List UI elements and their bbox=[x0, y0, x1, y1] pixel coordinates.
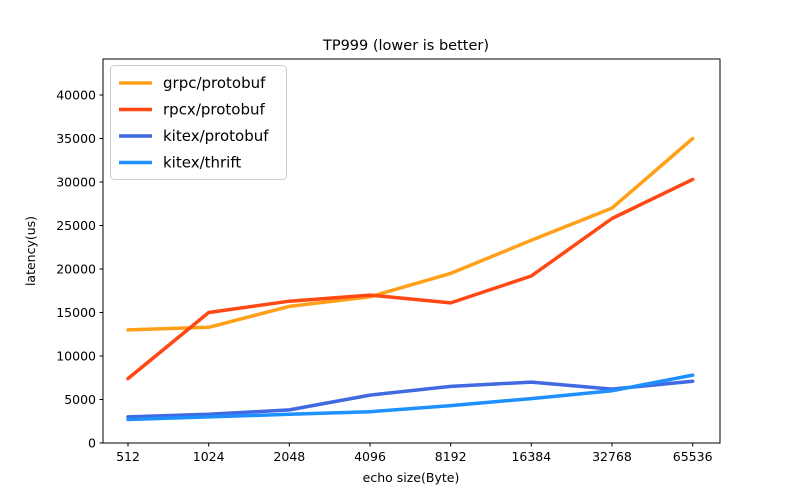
y-tick-label: 30000 bbox=[56, 174, 96, 189]
series-lines bbox=[126, 136, 695, 422]
x-axis-ticks: 512 1024 2048 4096 8192 16384 32768 65536 bbox=[116, 443, 713, 464]
x-tick-label: 8192 bbox=[435, 449, 467, 464]
x-tick-label: 32768 bbox=[592, 449, 632, 464]
legend-label: kitex/protobuf bbox=[163, 127, 269, 145]
plot-area-border bbox=[102, 58, 721, 444]
y-tick-label: 15000 bbox=[56, 305, 96, 320]
x-axis-label: echo size(Byte) bbox=[363, 470, 460, 485]
y-axis-ticks: 0 5000 10000 15000 20000 25000 30000 35000 40000 bbox=[56, 87, 103, 450]
y-axis-label: latency(us) bbox=[23, 216, 38, 286]
x-tick-label: 16384 bbox=[511, 449, 551, 464]
x-tick-label: 2048 bbox=[273, 449, 305, 464]
y-tick-label: 25000 bbox=[56, 218, 96, 233]
legend-box bbox=[110, 65, 287, 180]
y-tick-label: 10000 bbox=[56, 348, 96, 363]
legend-label: rpcx/protobuf bbox=[163, 101, 265, 119]
legend: grpc/protobuf rpcx/protobuf kitex/protobuf… bbox=[110, 65, 287, 180]
series-line-kitex-protobuf bbox=[126, 379, 695, 419]
x-tick-label: 65536 bbox=[673, 449, 713, 464]
series-line-grpc-protobuf bbox=[126, 136, 695, 332]
legend-label: grpc/protobuf bbox=[163, 74, 266, 92]
y-tick-label: 35000 bbox=[56, 131, 96, 146]
x-tick-label: 1024 bbox=[193, 449, 225, 464]
series-line-rpcx-protobuf bbox=[126, 177, 695, 381]
x-tick-label: 512 bbox=[116, 449, 140, 464]
series-line-kitex-thrift bbox=[126, 373, 695, 422]
x-tick-label: 4096 bbox=[354, 449, 386, 464]
y-tick-label: 40000 bbox=[56, 87, 96, 102]
chart-title: TP999 (lower is better) bbox=[322, 38, 489, 54]
legend-label: kitex/thrift bbox=[163, 154, 241, 172]
y-tick-label: 5000 bbox=[64, 392, 96, 407]
y-tick-label: 20000 bbox=[56, 261, 96, 276]
y-tick-label: 0 bbox=[88, 435, 96, 450]
